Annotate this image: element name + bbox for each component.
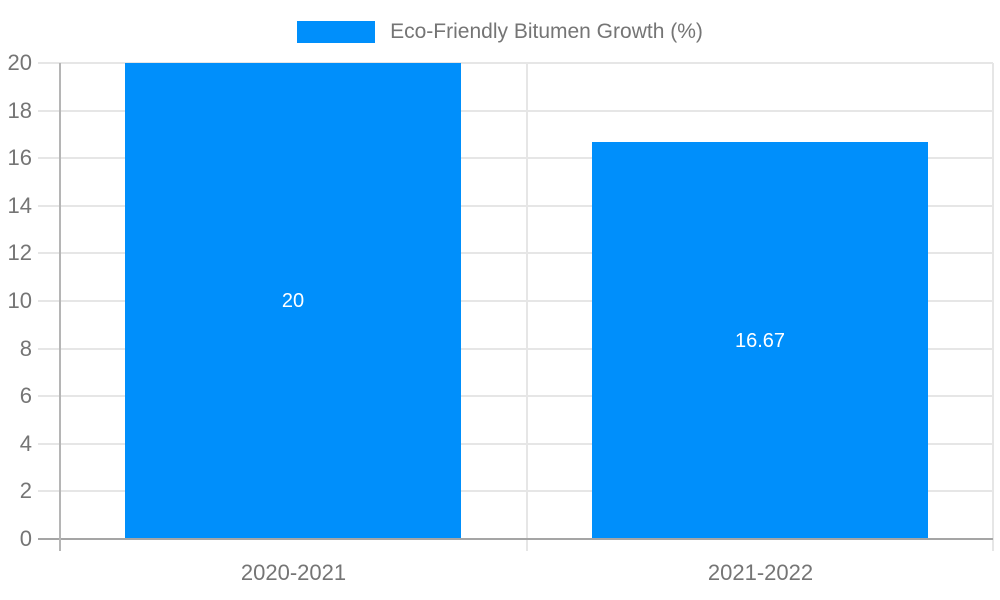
gridline	[38, 157, 993, 159]
legend-swatch	[297, 21, 376, 43]
y-tick-label: 10	[7, 288, 32, 313]
bar[interactable]: 20	[125, 63, 461, 539]
y-tick-label: 16	[7, 145, 32, 170]
category-separator-line	[526, 63, 528, 551]
x-axis-baseline	[38, 538, 993, 540]
y-tick-label: 14	[7, 193, 32, 218]
bar-value-label: 16.67	[734, 329, 786, 352]
gridline	[38, 110, 993, 112]
gridline	[38, 62, 993, 64]
y-tick-label: 2	[19, 478, 32, 503]
legend-label: Eco-Friendly Bitumen Growth (%)	[390, 20, 703, 43]
y-tick-label: 20	[7, 50, 32, 75]
bar-value-label: 20	[281, 290, 305, 312]
y-tick-label: 4	[19, 431, 32, 456]
y-tick-label: 6	[19, 383, 32, 408]
y-tick-label: 8	[19, 336, 32, 361]
x-tick-label: 2021-2022	[707, 560, 814, 585]
gridline	[38, 348, 993, 350]
gridline	[38, 300, 993, 302]
gridline	[38, 490, 993, 492]
gridline	[38, 395, 993, 397]
bar[interactable]: 16.67	[592, 142, 928, 539]
y-axis-line	[59, 63, 61, 551]
gridline	[38, 252, 993, 254]
y-tick-label: 0	[19, 526, 32, 551]
plot-right-border	[992, 63, 994, 551]
gridline	[38, 443, 993, 445]
legend[interactable]: Eco-Friendly Bitumen Growth (%)	[0, 20, 1000, 44]
y-tick-label: 12	[7, 240, 32, 265]
y-tick-label: 18	[7, 98, 32, 123]
x-tick-label: 2020-2021	[240, 560, 347, 585]
gridline	[38, 205, 993, 207]
